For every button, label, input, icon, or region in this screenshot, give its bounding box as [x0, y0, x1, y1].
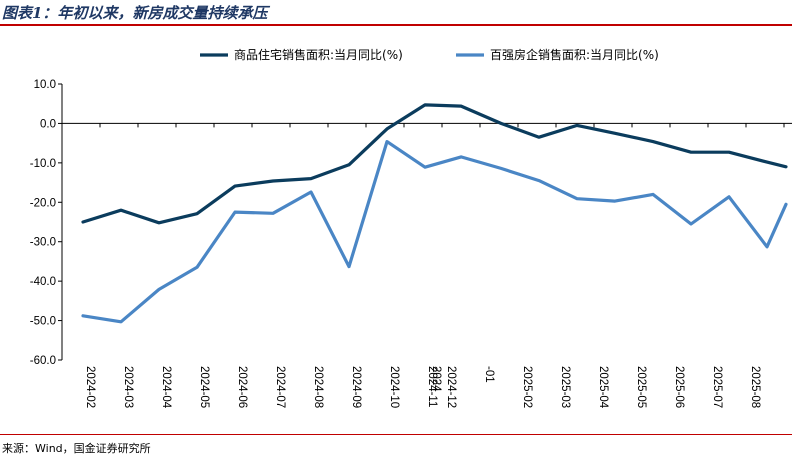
y-tick-label: 10.0 — [34, 79, 56, 91]
x-tick-label: 2025-02 — [521, 366, 533, 408]
y-tick-label: -50.0 — [30, 316, 56, 328]
x-tick-label: 2024-06 — [236, 366, 248, 408]
y-tick-label: -20.0 — [30, 197, 56, 209]
y-tick-label: -10.0 — [30, 158, 56, 170]
y-tick-label: -30.0 — [30, 237, 56, 249]
x-tick-label: 2024-04 — [160, 366, 172, 409]
y-tick-label: -60.0 — [30, 355, 56, 367]
x-tick-label-group: 2024-03 — [122, 366, 134, 408]
y-tick-label: 0.0 — [40, 118, 56, 130]
x-tick-label-group: -01 — [483, 366, 495, 383]
x-tick-label: 2024-09 — [350, 366, 362, 408]
x-tick-label-group: 2024-04 — [160, 366, 172, 409]
x-tick-label: -01 — [483, 366, 495, 383]
source-rule — [0, 434, 792, 435]
x-tick-label-group: 2025-07 — [711, 366, 723, 408]
x-tick-label: 2025-06 — [673, 366, 685, 408]
x-tick-label: 2024-12 — [445, 366, 457, 408]
legend-item-residential: 商品住宅销售面积:当月同比(%) — [234, 47, 403, 62]
x-tick-label-group: 2024-09 — [350, 366, 362, 408]
x-tick-label-group: 2024-05 — [198, 366, 210, 408]
x-tick-label: 2024-08 — [312, 366, 324, 408]
x-tick-label-group: 2025-08 — [749, 366, 761, 408]
y-tick-label: -40.0 — [30, 276, 56, 288]
x-tick-label-group: 2025-06 — [673, 366, 685, 408]
x-tick-label-group: 2024 — [430, 366, 442, 392]
title-rule — [0, 24, 792, 26]
legend-item-top100: 百强房企销售面积:当月同比(%) — [490, 47, 659, 62]
x-tick-label-group: 2025-04 — [597, 366, 609, 409]
x-tick-label: 2024-03 — [122, 366, 134, 408]
x-tick-label-group: 2025-03 — [559, 366, 571, 408]
x-tick-label: 2025-05 — [635, 366, 647, 408]
x-tick-label: 2024-02 — [84, 366, 96, 408]
x-tick-label-group: 2024-02 — [84, 366, 96, 408]
x-tick-label: 2024-05 — [198, 366, 210, 408]
figure-title: 图表1：年初以来，新房成交量持续承压 — [2, 4, 268, 22]
x-tick-label-group: 2024-07 — [274, 366, 286, 408]
x-tick-label: 2025-04 — [597, 366, 609, 409]
x-tick-label-group: 2024-06 — [236, 366, 248, 408]
x-tick-label: 2025-07 — [711, 366, 723, 408]
source-note: 来源：Wind，国金证券研究所 — [2, 442, 151, 455]
x-tick-label: 2024-11 — [426, 366, 438, 407]
x-tick-label: 2025-03 — [559, 366, 571, 408]
x-tick-label-group: 2024-10 — [388, 366, 400, 408]
x-tick-label-group: 2025-02 — [521, 366, 533, 408]
series-line-residential — [81, 103, 788, 225]
x-tick-label-group: 2024-11 — [426, 366, 438, 407]
x-tick-label-group: 2025-05 — [635, 366, 647, 408]
series-line-top100 — [81, 140, 788, 324]
x-tick-label: 2024-10 — [388, 366, 400, 408]
x-tick-label-group: 2024-08 — [312, 366, 324, 408]
x-tick-label: 2024-07 — [274, 366, 286, 408]
x-tick-label: 2024 — [430, 366, 442, 392]
x-tick-label: 2025-08 — [749, 366, 761, 408]
x-tick-label-group: 2024-12 — [445, 366, 457, 408]
